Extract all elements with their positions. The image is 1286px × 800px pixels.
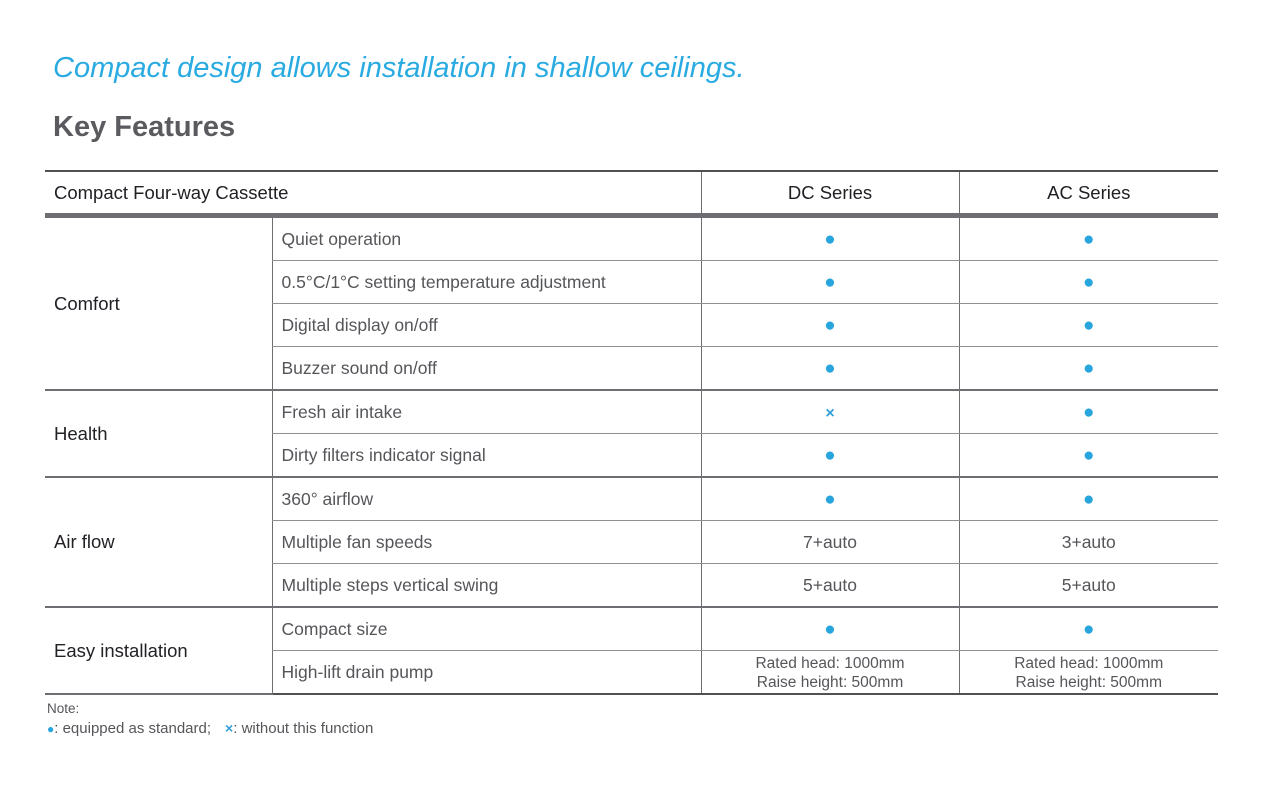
equipped-dot-icon: ● [1083,271,1095,293]
equipped-dot-icon: ● [1083,444,1095,466]
ac-pump-rated-head: Rated head: 1000mm [1014,654,1164,672]
feature-cell: Compact size [271,607,702,651]
equipped-dot-icon: ● [824,488,836,510]
feature-cell: Digital display on/off [271,303,702,347]
header-product-title: Compact Four-way Cassette [45,171,702,218]
features-table: Compact Four-way Cassette DC Series AC S… [45,170,1219,695]
note-cross-text: : without this function [233,720,374,737]
dc-pump-rated-head: Rated head: 1000mm [755,654,905,672]
feature-cell: High-lift drain pump [271,650,702,695]
dc-value-cell: ● [700,303,960,347]
ac-value-cell: ● [958,477,1219,521]
table-row: Multiple steps vertical swing 5+auto 5+a… [45,563,1219,608]
table-row: Multiple fan speeds 7+auto 3+auto [45,520,1219,564]
ac-value-cell: 5+auto [958,563,1219,608]
ac-value-cell: ● [958,215,1219,261]
without-cross-icon: × [825,404,835,422]
dc-value-cell: ● [700,346,960,391]
header-ac-series: AC Series [958,171,1219,218]
dc-value-cell: 5+auto [700,563,960,608]
feature-cell: Multiple steps vertical swing [271,563,702,608]
ac-value-cell: ● [958,390,1219,434]
ac-value-cell: ● [958,260,1219,304]
table-row: Easy installation Compact size ● ● [45,607,1219,695]
table-row: Digital display on/off ● ● [45,303,1219,347]
dc-value-cell: × [700,390,960,434]
category-cell-air-flow: Air flow [45,477,272,608]
feature-cell: 360° airflow [271,477,702,521]
header-dc-series: DC Series [700,171,960,218]
equipped-dot-icon: ● [1083,228,1095,250]
category-cell-health: Health [45,390,272,478]
table-row: Air flow 360° airflow ● ● [45,477,1219,608]
ac-value-cell: ● [958,433,1219,478]
page-title: Key Features [53,111,236,143]
feature-cell: Dirty filters indicator signal [271,433,702,478]
note-label: Note: [47,701,80,716]
equipped-dot-icon: ● [824,357,836,379]
table-row: Dirty filters indicator signal ● ● [45,433,1219,478]
dc-value-cell: ● [700,215,960,261]
ac-value-cell: ● [958,346,1219,391]
table-header: Compact Four-way Cassette DC Series AC S… [45,171,1219,218]
dc-value-cell: ● [700,607,960,651]
equipped-dot-icon: ● [824,444,836,466]
ac-value-cell: ● [958,607,1219,651]
dc-value-cell: ● [700,433,960,478]
equipped-dot-icon: ● [1083,618,1095,640]
dc-value-cell: Rated head: 1000mm Raise height: 500mm [700,650,960,695]
note-legend: ●: equipped as standard; ×: without this … [47,718,1218,740]
equipped-dot-icon: ● [1083,314,1095,336]
equipped-dot-icon: ● [1083,401,1095,423]
dc-value-cell: ● [700,260,960,304]
feature-cell: Quiet operation [271,215,702,261]
ac-pump-raise-height: Raise height: 500mm [1015,673,1162,691]
dc-value-cell: ● [700,477,960,521]
equipped-dot-icon: ● [824,618,836,640]
feature-cell: 0.5°C/1°C setting temperature adjustment [271,260,702,304]
feature-cell: Buzzer sound on/off [271,346,702,391]
ac-value-cell: ● [958,303,1219,347]
note-section: Note: ●: equipped as standard; ×: without… [47,700,1218,740]
ac-value-cell: Rated head: 1000mm Raise height: 500mm [958,650,1219,695]
equipped-dot-icon: ● [1083,357,1095,379]
equipped-dot-icon: ● [824,228,836,250]
equipped-dot-icon: ● [824,314,836,336]
table-row: Buzzer sound on/off ● ● [45,346,1219,391]
feature-cell: Multiple fan speeds [271,520,702,564]
note-dot-text: : equipped as standard; [54,720,212,737]
category-cell-easy-installation: Easy installation [45,607,272,695]
feature-cell: Fresh air intake [271,390,702,434]
ac-value-cell: 3+auto [958,520,1219,564]
dc-pump-raise-height: Raise height: 500mm [756,673,904,691]
equipped-dot-icon: ● [47,722,55,736]
equipped-dot-icon: ● [1083,488,1095,510]
page-content: Compact design allows installation in sh… [45,0,1219,740]
table-row: Comfort Quiet operation ● ● [45,215,1219,391]
dc-value-cell: 7+auto [700,520,960,564]
equipped-dot-icon: ● [824,271,836,293]
table-row: High-lift drain pump Rated head: 1000mm … [45,650,1219,695]
table-row: Health Fresh air intake × ● [45,390,1219,478]
header-row: Compact Four-way Cassette DC Series AC S… [45,171,1219,218]
tagline: Compact design allows installation in sh… [53,52,745,84]
table-row: 0.5°C/1°C setting temperature adjustment… [45,260,1219,304]
category-cell-comfort: Comfort [45,215,272,391]
without-cross-icon: × [225,720,234,736]
